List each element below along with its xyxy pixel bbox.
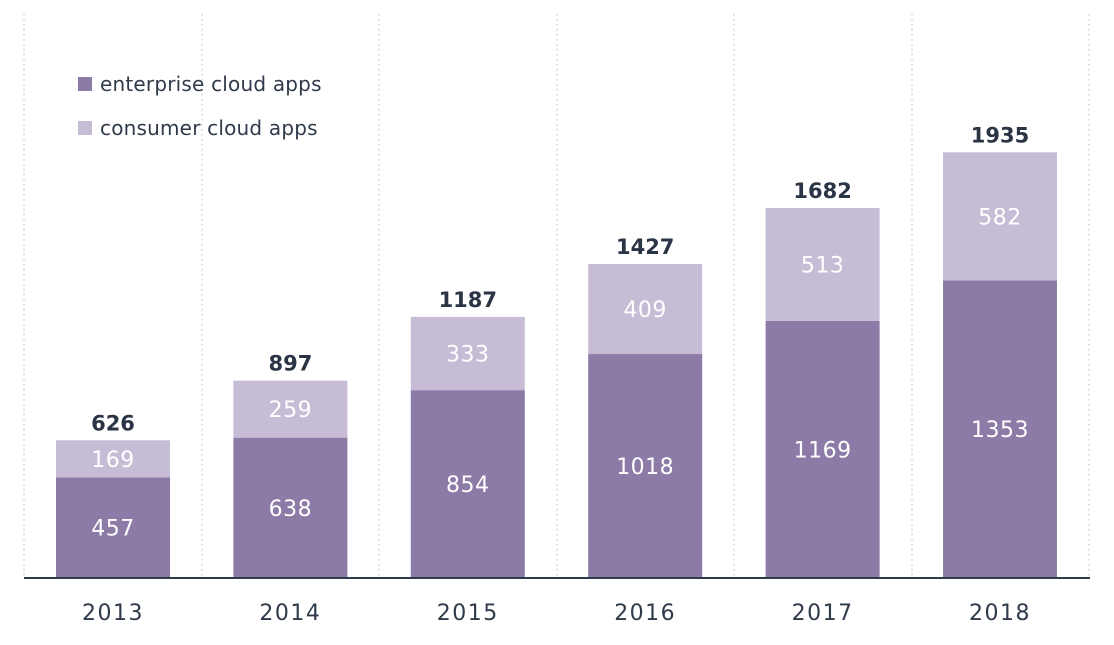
bar-enterprise-2014 [233,437,348,578]
bar-labels: 457 169 626 638 259 897 854 333 1187 1018 409 1427 1… [91,123,1029,541]
value-label-consumer-2018: 582 [978,205,1022,230]
bar-enterprise-2015 [410,390,525,578]
bar-consumer-2016 [588,264,703,355]
bar-consumer-2015 [410,316,525,391]
x-tick-label-2016: 2016 [614,601,676,626]
bar-consumer-2013 [56,440,170,478]
x-tick-label-2017: 2017 [792,601,854,626]
bar-consumer-2014 [233,380,348,438]
value-label-enterprise-2017: 1169 [794,438,852,463]
legend-item-consumer: consumer cloud apps [78,106,322,150]
x-tick-label-2015: 2015 [437,601,499,626]
bar-enterprise-2016 [588,354,703,578]
total-label-2015: 1187 [439,288,497,312]
legend: enterprise cloud apps consumer cloud app… [78,62,322,150]
bar-enterprise-2017 [765,320,880,578]
value-label-enterprise-2016: 1018 [616,455,674,480]
legend-swatch-enterprise [78,77,92,91]
value-label-consumer-2014: 259 [269,398,313,423]
legend-item-enterprise: enterprise cloud apps [78,62,322,106]
total-label-2014: 897 [268,352,312,376]
value-label-consumer-2017: 513 [801,253,845,278]
total-label-2013: 626 [91,411,135,435]
bars [56,152,1057,578]
bar-consumer-2018 [943,152,1057,281]
value-label-enterprise-2015: 854 [446,473,490,498]
value-label-consumer-2016: 409 [623,298,667,323]
total-label-2017: 1682 [793,179,851,203]
grid-lines [23,14,1090,578]
x-tick-label-2018: 2018 [969,601,1031,626]
total-label-2016: 1427 [616,235,674,259]
bar-enterprise-2018 [943,280,1057,578]
value-label-enterprise-2013: 457 [91,517,135,542]
value-label-enterprise-2014: 638 [269,497,313,522]
value-label-consumer-2013: 169 [91,448,135,473]
legend-label-enterprise: enterprise cloud apps [100,72,322,96]
total-label-2018: 1935 [971,123,1029,147]
bar-consumer-2017 [765,207,880,321]
value-label-enterprise-2018: 1353 [971,418,1029,443]
legend-swatch-consumer [78,121,92,135]
value-label-consumer-2015: 333 [446,342,490,367]
legend-label-consumer: consumer cloud apps [100,116,318,140]
x-tick-label-2014: 2014 [259,601,321,626]
x-tick-labels: 2013 2014 2015 2016 2017 2018 [82,601,1031,626]
bar-enterprise-2013 [56,477,170,578]
x-tick-label-2013: 2013 [82,601,144,626]
